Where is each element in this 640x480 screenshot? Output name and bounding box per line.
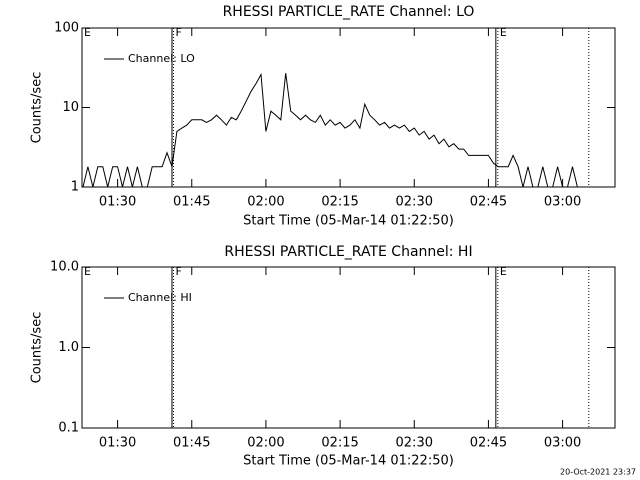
x-tick-label: 02:15 [321,195,358,210]
annotation: E [84,26,91,39]
timestamp: 20-Oct-2021 23:37 [560,468,636,477]
x-tick-label: 02:15 [321,436,358,451]
annotation: F [175,26,181,39]
legend-label: Channel: HI [128,291,192,304]
x-axis-label: Start Time (05-Mar-14 01:22:50) [243,214,454,229]
legend-label: Channel: LO [128,52,195,65]
y-tick-label: 0.1 [58,421,79,436]
annotation: E [500,26,507,39]
chart-title: RHESSI PARTICLE_RATE Channel: LO [223,4,475,20]
x-tick-label: 02:45 [470,436,507,451]
x-tick-label: 01:30 [99,195,136,210]
annotation: E [500,265,507,278]
data-line [82,72,583,188]
x-axis-label: Start Time (05-Mar-14 01:22:50) [243,454,454,469]
x-tick-label: 01:45 [173,436,210,451]
x-tick-label: 01:45 [173,195,210,210]
y-tick-label: 10.0 [50,260,79,275]
x-tick-label: 02:30 [396,436,433,451]
y-tick-label: 100 [54,21,79,36]
x-tick-label: 03:00 [544,195,581,210]
annotation: F [175,265,181,278]
x-tick-label: 02:00 [247,195,284,210]
x-tick-label: 01:30 [99,436,136,451]
y-axis-label: Counts/sec [30,312,45,384]
x-tick-label: 02:45 [470,195,507,210]
y-tick-label: 1 [71,180,79,195]
x-tick-label: 03:00 [544,436,581,451]
annotation: E [84,265,91,278]
y-tick-label: 1.0 [58,340,79,355]
y-axis-label: Counts/sec [30,72,45,144]
x-tick-label: 02:30 [396,195,433,210]
chart-title: RHESSI PARTICLE_RATE Channel: HI [224,244,472,260]
y-tick-label: 10 [62,100,79,115]
x-tick-label: 02:00 [247,436,284,451]
